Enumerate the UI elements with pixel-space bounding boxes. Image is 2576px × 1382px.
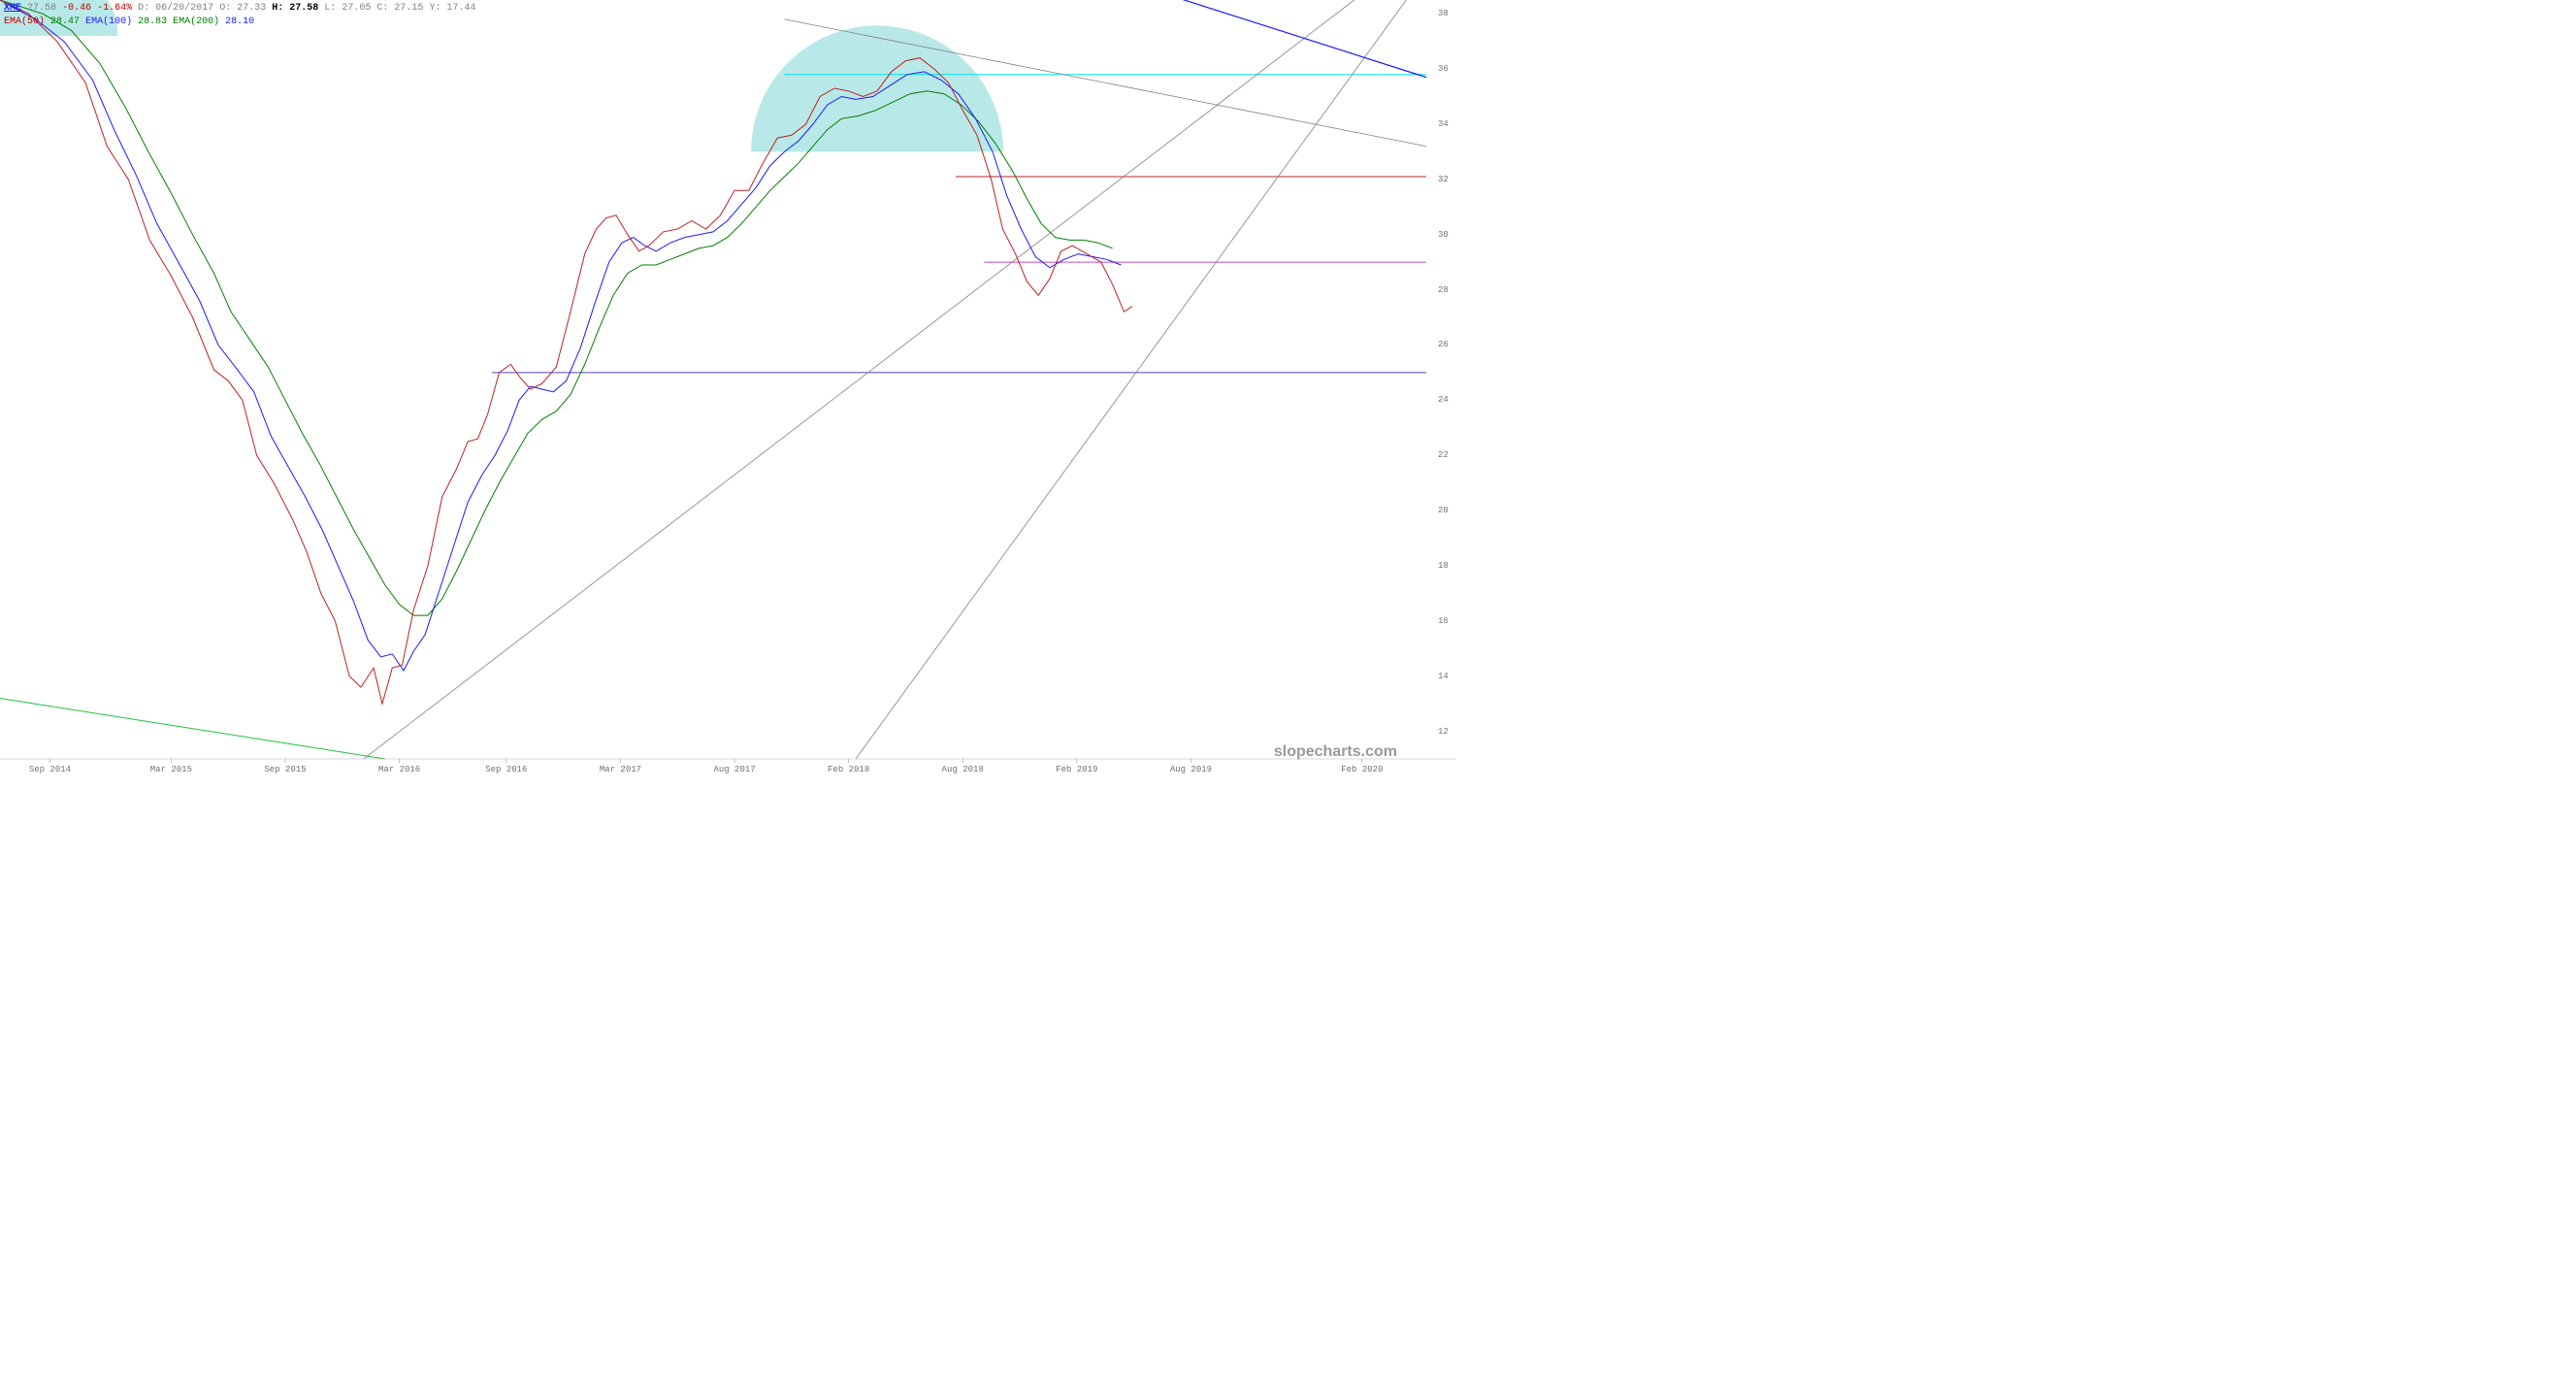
open-label: O:	[219, 3, 231, 14]
x-tick-label: Sep 2015	[264, 765, 306, 774]
indicator-header: EMA(50) 28.47 EMA(100) 28.83 EMA(200) 28…	[4, 16, 254, 29]
ema200-value: 28.10	[225, 16, 254, 27]
y-tick-label: 24	[1438, 395, 1449, 405]
y-tick-label: 22	[1438, 450, 1449, 460]
y-value: 17.44	[446, 3, 475, 14]
x-tick-label: Aug 2017	[713, 765, 755, 774]
y-tick-label: 18	[1438, 561, 1449, 571]
y-label: Y:	[429, 3, 440, 14]
y-tick-label: 30	[1438, 230, 1449, 240]
x-tick-label: Mar 2016	[378, 765, 420, 774]
x-tick-label: Mar 2015	[150, 765, 192, 774]
x-tick-label: Feb 2018	[828, 765, 869, 774]
last-price: 27.58	[27, 3, 56, 14]
ema50-label: EMA(50)	[4, 16, 45, 27]
y-tick-label: 12	[1438, 727, 1449, 737]
x-tick-label: Aug 2019	[1170, 765, 1212, 774]
chart-header: XME 27.58 -0.46 -1.64% D: 06/20/2017 O: …	[4, 2, 475, 16]
x-tick-label: Feb 2020	[1341, 765, 1383, 774]
close-value: 27.15	[394, 3, 423, 14]
symbol[interactable]: XME	[4, 3, 21, 14]
y-tick-label: 36	[1438, 64, 1449, 74]
x-tick-label: Aug 2018	[942, 765, 984, 774]
y-tick-label: 14	[1438, 672, 1449, 681]
chart-plot[interactable]	[0, 0, 1455, 780]
y-tick-label: 26	[1438, 340, 1449, 349]
change: -0.46	[62, 3, 91, 14]
y-tick-label: 20	[1438, 506, 1449, 515]
chart-container: XME 27.58 -0.46 -1.64% D: 06/20/2017 O: …	[0, 0, 1455, 780]
ema200-label: EMA(200)	[173, 16, 219, 27]
x-tick-label: Sep 2014	[29, 765, 71, 774]
open-value: 27.33	[237, 3, 266, 14]
y-tick-label: 16	[1438, 616, 1449, 626]
x-tick-label: Feb 2019	[1056, 765, 1097, 774]
close-label: C:	[376, 3, 388, 14]
low-label: L:	[324, 3, 336, 14]
y-tick-label: 32	[1438, 175, 1449, 184]
change-pct: -1.64%	[97, 3, 132, 14]
ema100-label: EMA(100)	[85, 16, 132, 27]
ema50-value: 28.47	[50, 16, 80, 27]
watermark: slopecharts.com	[1274, 743, 1397, 761]
y-tick-label: 38	[1438, 9, 1449, 18]
y-tick-label: 28	[1438, 285, 1449, 295]
ema100-value: 28.83	[138, 16, 167, 27]
high-value: 27.58	[289, 3, 318, 14]
y-tick-label: 34	[1438, 119, 1449, 129]
high-label: H:	[272, 3, 283, 14]
x-tick-label: Mar 2017	[600, 765, 641, 774]
date-label: D:	[138, 3, 149, 14]
date-value: 06/20/2017	[155, 3, 213, 14]
x-tick-label: Sep 2016	[485, 765, 527, 774]
low-value: 27.05	[342, 3, 371, 14]
